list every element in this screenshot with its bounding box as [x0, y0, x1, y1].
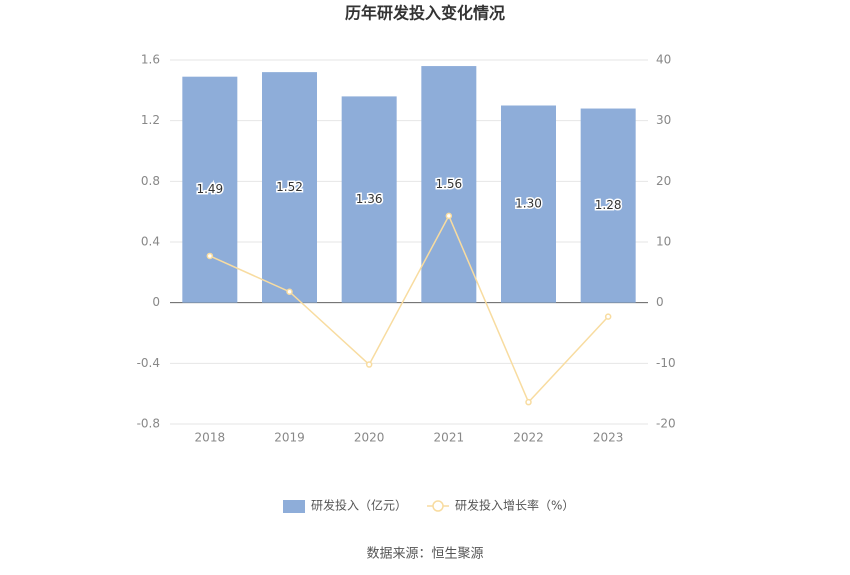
y-tick-label: 0.4 — [141, 235, 160, 249]
line-point — [286, 288, 293, 295]
legend-swatch — [283, 500, 305, 513]
bar-value-label: 1.36 — [356, 192, 383, 206]
bar — [580, 108, 636, 303]
legend-label: 研发投入（亿元） — [311, 498, 407, 513]
line-point — [365, 361, 373, 368]
legend-label: 研发投入增长率（%） — [455, 498, 574, 513]
y2-tick-label: 20 — [656, 174, 671, 188]
y2-tick-label: -20 — [656, 417, 676, 431]
bar — [421, 66, 477, 303]
y-tick-label: 1.6 — [141, 53, 160, 67]
bar — [501, 105, 556, 303]
bar-value-label: 1.30 — [515, 197, 542, 211]
x-tick-label: 2023 — [593, 431, 624, 445]
x-tick-label: 2021 — [434, 431, 465, 445]
y-tick-label: -0.8 — [137, 417, 160, 431]
line-point — [445, 212, 453, 220]
y2-tick-label: 10 — [656, 235, 671, 249]
y-tick-label: 1.2 — [141, 113, 160, 127]
y2-tick-label: 30 — [656, 113, 671, 127]
y2-tick-label: -10 — [656, 356, 676, 370]
y-tick-label: 0.8 — [141, 174, 160, 188]
bar-value-label: 1.52 — [276, 180, 303, 194]
bar — [341, 96, 397, 303]
bar-value-label: 1.49 — [196, 182, 223, 196]
bar-value-label: 1.56 — [435, 177, 462, 191]
legend-swatch — [432, 500, 444, 512]
line-point — [206, 252, 214, 260]
y-tick-label: 0 — [152, 295, 160, 309]
bar-value-label: 1.28 — [595, 198, 622, 212]
y2-tick-label: 0 — [656, 295, 664, 309]
x-tick-label: 2019 — [274, 431, 305, 445]
y-tick-label: -0.4 — [137, 356, 160, 370]
line-point — [604, 313, 612, 320]
line-point — [525, 398, 532, 406]
source: 数据来源：恒生聚源 — [366, 547, 483, 562]
line — [209, 214, 609, 404]
x-tick-label: 2018 — [195, 431, 226, 445]
y2-tick-label: 40 — [656, 53, 671, 67]
bar — [262, 72, 317, 303]
chart-title: 历年研发投入变化情况 — [345, 4, 505, 23]
x-tick-label: 2022 — [513, 431, 544, 445]
x-tick-label: 2020 — [354, 431, 385, 445]
